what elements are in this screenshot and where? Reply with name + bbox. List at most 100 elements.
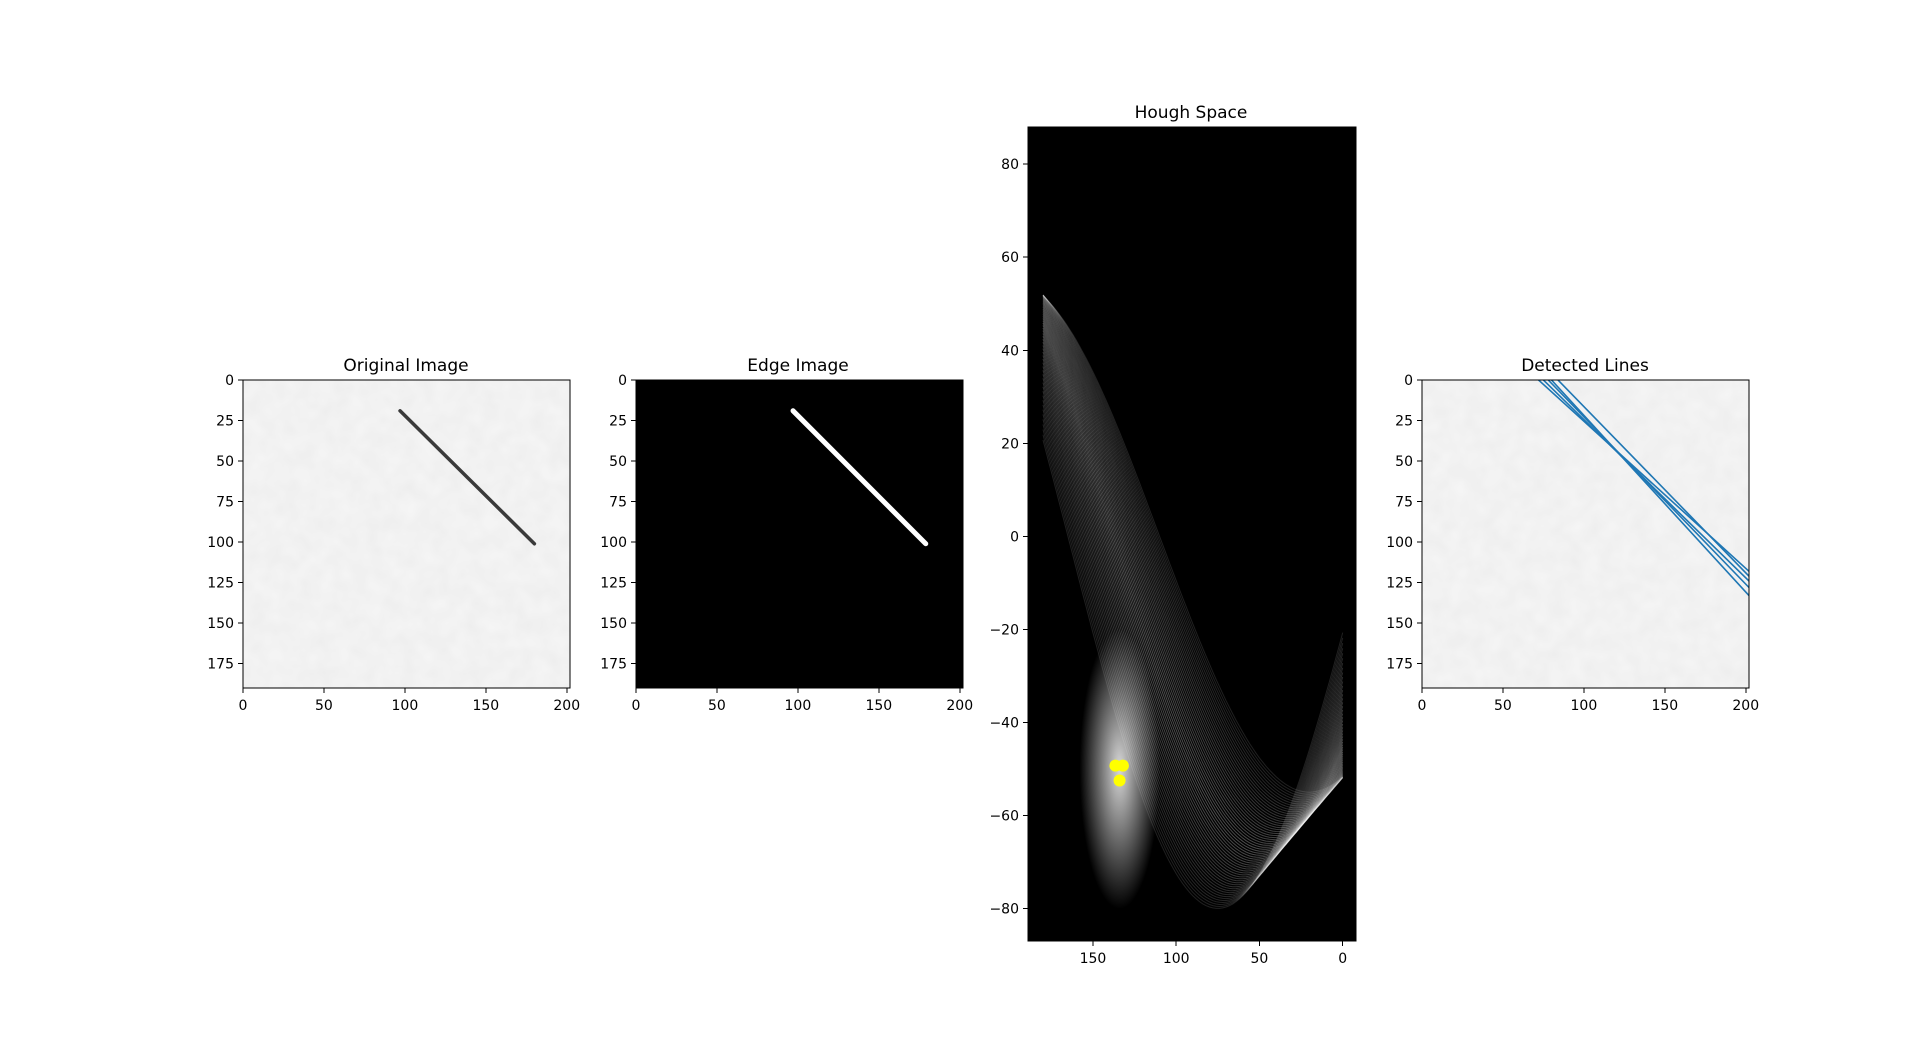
image-noise bbox=[1422, 380, 1749, 688]
plot-area bbox=[242, 379, 571, 689]
y-tick-label: 125 bbox=[207, 576, 234, 592]
y-tick-label: 0 bbox=[1010, 529, 1019, 545]
hough-curve bbox=[1042, 316, 1344, 844]
plot-frame bbox=[1421, 379, 1750, 689]
plot-content bbox=[1042, 294, 1344, 909]
y-tick-label: 50 bbox=[1395, 454, 1413, 470]
hough-curve bbox=[1042, 400, 1344, 894]
hough-curve bbox=[1042, 395, 1344, 892]
hough-curve bbox=[1042, 297, 1344, 819]
hough-curve bbox=[1042, 300, 1344, 825]
panel-detected-lines: Detected Lines 0 50 100 150 200 0 25 50 75 100 12… bbox=[1386, 356, 1759, 714]
x-tick-labels: 150 100 50 0 bbox=[1080, 941, 1347, 967]
y-tick-label: 0 bbox=[225, 373, 234, 389]
plot-area bbox=[635, 379, 964, 689]
hough-curve bbox=[1042, 294, 1344, 801]
y-tick-label: 125 bbox=[600, 576, 627, 592]
hough-curve bbox=[1042, 294, 1344, 799]
x-tick-label: 150 bbox=[1080, 951, 1107, 967]
x-tick-label: 200 bbox=[553, 698, 580, 714]
y-tick-label: 40 bbox=[1001, 343, 1019, 359]
detected-line-4 bbox=[1550, 380, 1749, 597]
hough-curve bbox=[1042, 429, 1344, 906]
x-tick-label: 100 bbox=[1163, 951, 1190, 967]
panel-original-image: Original Image 0 50 100 150 200 0 25 50 75 100 12… bbox=[207, 356, 580, 714]
plot-content bbox=[790, 408, 929, 547]
plot-frame bbox=[1027, 126, 1357, 942]
detected-line-5 bbox=[1557, 380, 1749, 577]
x-tick-label: 100 bbox=[1571, 698, 1598, 714]
y-tick-label: 25 bbox=[609, 414, 627, 430]
x-tick-labels: 0 50 100 150 200 bbox=[632, 688, 973, 714]
y-tick-label: 25 bbox=[1395, 414, 1413, 430]
y-tick-label: 75 bbox=[216, 495, 234, 511]
y-tick-labels: −80 −60 −40 −20 0 20 40 60 80 bbox=[989, 157, 1028, 917]
hough-curve bbox=[1042, 351, 1344, 870]
y-tick-label: 150 bbox=[600, 616, 627, 632]
hough-curve bbox=[1042, 366, 1344, 878]
y-tick-label: 20 bbox=[1001, 436, 1019, 452]
y-tick-label: 175 bbox=[1386, 657, 1413, 673]
hough-curve bbox=[1042, 322, 1344, 850]
hough-curve bbox=[1042, 345, 1344, 866]
hough-curve bbox=[1042, 386, 1344, 888]
y-tick-label: 100 bbox=[1386, 535, 1413, 551]
y-tick-label: 175 bbox=[207, 657, 234, 673]
y-tick-label: −20 bbox=[989, 622, 1019, 638]
x-tick-label: 200 bbox=[946, 698, 973, 714]
x-tick-label: 0 bbox=[1338, 951, 1347, 967]
y-tick-label: −40 bbox=[989, 715, 1019, 731]
y-tick-label: 100 bbox=[600, 535, 627, 551]
hough-curve bbox=[1042, 404, 1344, 896]
plot-content bbox=[1422, 380, 1749, 688]
hough-curve bbox=[1042, 358, 1344, 874]
panel-title: Hough Space bbox=[1135, 103, 1248, 123]
x-tick-label: 0 bbox=[239, 698, 248, 714]
y-tick-label: 50 bbox=[216, 454, 234, 470]
hough-curve bbox=[1042, 330, 1344, 856]
y-tick-label: 25 bbox=[216, 414, 234, 430]
hough-curve bbox=[1042, 294, 1344, 805]
y-tick-label: 0 bbox=[618, 373, 627, 389]
hough-curve bbox=[1042, 302, 1344, 829]
y-tick-label: 75 bbox=[609, 495, 627, 511]
x-tick-label: 0 bbox=[1418, 698, 1427, 714]
plot-area bbox=[1027, 126, 1357, 942]
panel-title: Original Image bbox=[343, 356, 468, 376]
y-tick-label: 175 bbox=[600, 657, 627, 673]
hough-curve bbox=[1042, 294, 1344, 803]
hough-curve bbox=[1042, 320, 1344, 848]
y-tick-label: 0 bbox=[1404, 373, 1413, 389]
y-tick-labels: 0 25 50 75 100 125 150 175 bbox=[600, 373, 636, 673]
hough-curve bbox=[1042, 296, 1344, 817]
hough-curve bbox=[1042, 310, 1344, 839]
hough-curve bbox=[1042, 312, 1344, 841]
hough-curve bbox=[1042, 295, 1344, 813]
hough-curve bbox=[1042, 295, 1344, 811]
x-tick-label: 100 bbox=[785, 698, 812, 714]
plot-background bbox=[636, 380, 963, 688]
hough-curve bbox=[1042, 308, 1344, 837]
hough-curve bbox=[1042, 295, 1344, 793]
hough-curve bbox=[1042, 419, 1344, 901]
x-tick-label: 150 bbox=[865, 698, 892, 714]
hough-curve bbox=[1042, 424, 1344, 904]
x-tick-labels: 0 50 100 150 200 bbox=[1418, 688, 1759, 714]
hough-curve bbox=[1042, 434, 1344, 908]
detected-line-3 bbox=[1547, 380, 1749, 589]
y-tick-label: 80 bbox=[1001, 157, 1019, 173]
hough-curve bbox=[1042, 382, 1344, 886]
hough-curve bbox=[1042, 370, 1344, 880]
hough-curve bbox=[1042, 355, 1344, 872]
hough-curve bbox=[1042, 295, 1344, 809]
y-tick-label: 150 bbox=[207, 616, 234, 632]
hough-peak-1 bbox=[1113, 774, 1126, 787]
hough-curve bbox=[1042, 409, 1344, 898]
hough-curve bbox=[1042, 327, 1344, 854]
x-tick-label: 50 bbox=[1494, 698, 1512, 714]
hough-curve bbox=[1042, 348, 1344, 868]
hough-curve bbox=[1042, 339, 1344, 862]
hough-curve bbox=[1042, 342, 1344, 864]
x-tick-label: 100 bbox=[392, 698, 419, 714]
